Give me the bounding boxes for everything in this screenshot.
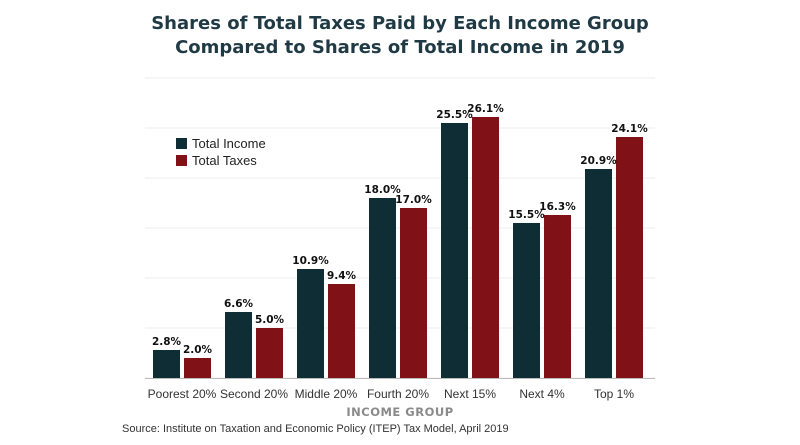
value-label: 10.9% — [292, 255, 329, 267]
x-tick-label: Top 1% — [594, 387, 634, 401]
source-note: Source: Institute on Taxation and Econom… — [122, 423, 509, 435]
value-label: 15.5% — [508, 209, 545, 221]
value-label: 17.0% — [395, 194, 432, 206]
legend-label: Total Income — [192, 136, 266, 151]
legend: Total Income Total Taxes — [176, 136, 266, 168]
bar-taxes — [616, 137, 643, 378]
bar-taxes — [328, 284, 355, 378]
legend-swatch — [176, 138, 187, 149]
value-labels: 2.8%2.0% 6.6%5.0% 10.9% 9.4% 18.0%17.0% 25.5%… — [152, 103, 648, 356]
bar-income — [585, 169, 612, 378]
bar-taxes — [184, 358, 211, 378]
value-label: 2.8% — [152, 336, 182, 348]
bar-income — [297, 269, 324, 378]
value-label: 2.0% — [183, 344, 213, 356]
value-label: 26.1% — [467, 103, 504, 115]
bars — [153, 117, 643, 378]
x-tick-label: Poorest 20% — [148, 387, 217, 401]
value-label: 9.4% — [327, 270, 357, 282]
bar-taxes — [472, 117, 499, 378]
value-label: 20.9% — [580, 155, 617, 167]
bar-taxes — [544, 215, 571, 378]
x-axis-title: INCOME GROUP — [346, 405, 453, 419]
x-tick-label: Fourth 20% — [367, 387, 429, 401]
bar-income — [225, 312, 252, 378]
value-label: 25.5% — [436, 109, 473, 121]
legend-swatch — [176, 155, 187, 166]
bar-income — [441, 123, 468, 378]
bar-taxes — [400, 208, 427, 378]
bar-taxes — [256, 328, 283, 378]
bar-income — [153, 350, 180, 378]
bar-income — [513, 223, 540, 378]
value-label: 18.0% — [364, 184, 401, 196]
value-label: 5.0% — [255, 314, 285, 326]
value-label: 16.3% — [539, 201, 576, 213]
x-tick-label: Next 4% — [519, 387, 565, 401]
chart-title: Shares of Total Taxes Paid by Each Incom… — [0, 12, 800, 60]
bar-income — [369, 198, 396, 378]
x-tick-label: Second 20% — [220, 387, 288, 401]
value-label: 6.6% — [224, 298, 254, 310]
chart-title-line-1: Shares of Total Taxes Paid by Each Incom… — [151, 13, 649, 34]
legend-label: Total Taxes — [192, 153, 257, 168]
x-tick-labels: Poorest 20% Second 20% Middle 20% Fourth 20… — [148, 387, 635, 401]
x-tick-label: Next 15% — [444, 387, 496, 401]
x-tick-label: Middle 20% — [295, 387, 358, 401]
chart-title-line-2: Compared to Shares of Total Income in 20… — [175, 37, 625, 58]
value-label: 24.1% — [611, 123, 648, 135]
